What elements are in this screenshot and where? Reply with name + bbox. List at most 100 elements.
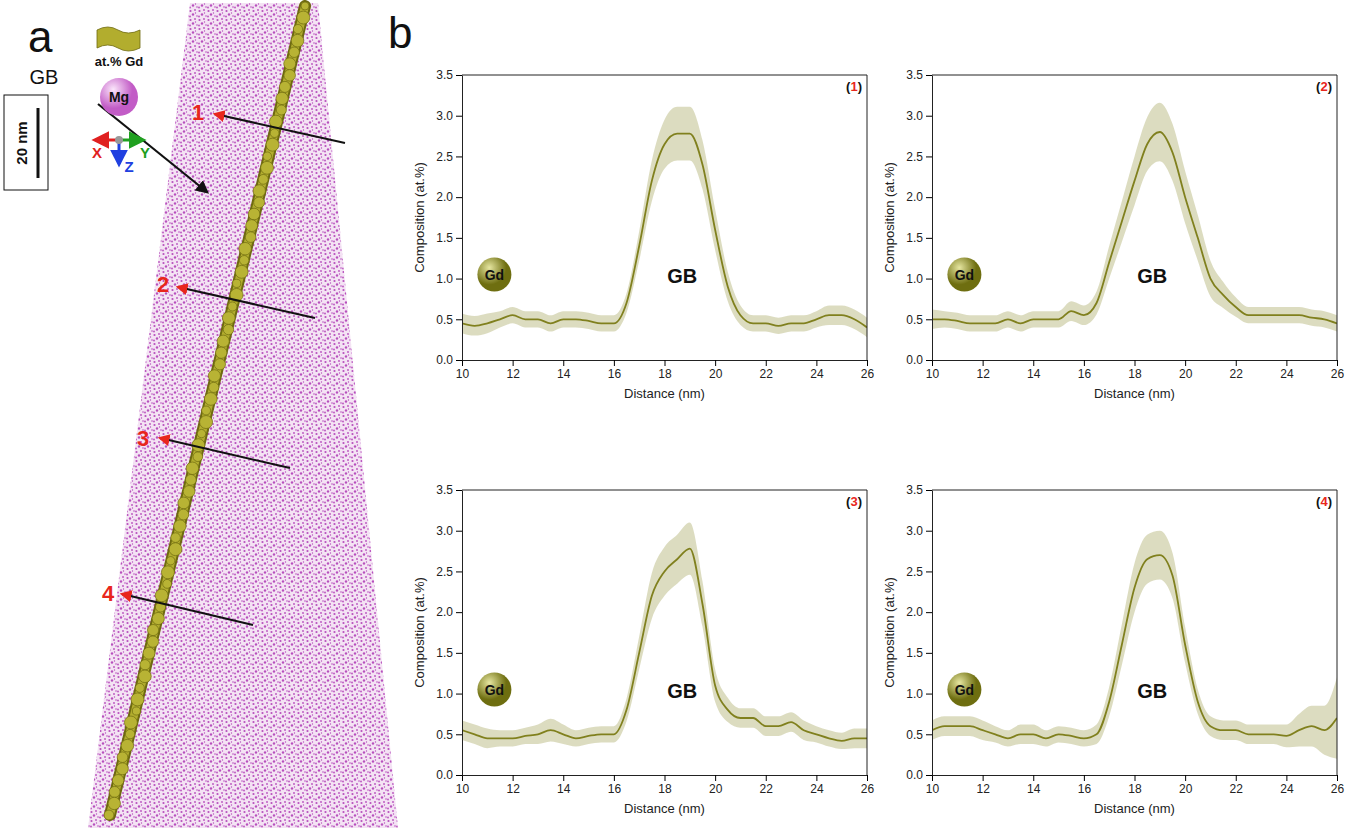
tick-mark	[456, 612, 462, 613]
tick-mark	[1135, 775, 1136, 781]
figure: 1234GBaat.% GdMgXYZ20 nmbGd1012141618202…	[0, 0, 1353, 833]
marker-arrow	[122, 594, 253, 625]
chart-panel: Gd1012141618202224260.00.51.01.52.02.53.…	[882, 483, 1344, 816]
tick-label: 3.0	[906, 524, 923, 538]
y-axis-title: Composition (at.%)	[882, 577, 897, 688]
y-tick: 3.5	[436, 483, 462, 497]
x-axis: 101214161820222426	[926, 775, 1345, 796]
tick-mark	[926, 694, 932, 695]
y-axis-title: Composition (at.%)	[882, 162, 897, 273]
tick-mark	[867, 775, 868, 781]
y-tick: 1.5	[436, 231, 462, 245]
gb-bump	[276, 105, 286, 115]
tick-mark	[1033, 360, 1034, 366]
tick-mark	[1286, 775, 1287, 781]
gb-bump	[147, 636, 158, 647]
tick-label: 22	[1230, 782, 1244, 796]
y-tick: 0.0	[436, 768, 462, 782]
tick-label: 3.0	[436, 109, 453, 123]
error-band	[932, 103, 1337, 332]
x-tick: 12	[976, 775, 990, 796]
gb-bump	[258, 174, 268, 184]
y-tick: 1.0	[436, 272, 462, 286]
tick-mark	[456, 75, 462, 76]
chart-panel: Gd1012141618202224260.00.51.01.52.02.53.…	[882, 68, 1344, 401]
tick-mark	[456, 116, 462, 117]
mg-atom	[100, 78, 138, 116]
scale-label: 20 nm	[13, 121, 30, 164]
tick-label: 0.0	[436, 768, 453, 782]
tick-mark	[563, 775, 564, 781]
tick-label: 10	[456, 367, 470, 381]
legend-label: Gd	[485, 267, 504, 283]
x-tick: 20	[709, 775, 723, 796]
tick-label: 16	[608, 367, 622, 381]
plot-marks	[932, 103, 1337, 332]
x-axis-title: Distance (nm)	[624, 801, 705, 816]
gb-bump	[289, 47, 299, 57]
x-tick: 14	[557, 775, 571, 796]
tick-label: 12	[506, 782, 520, 796]
x-axis-title: Distance (nm)	[1094, 801, 1175, 816]
tick-mark	[867, 360, 868, 366]
x-tick: 20	[709, 360, 723, 381]
y-tick: 2.0	[906, 605, 932, 619]
gb-bump	[193, 452, 203, 462]
tick-mark	[456, 279, 462, 280]
tick-mark	[456, 360, 462, 361]
tick-label: 1.0	[906, 272, 923, 286]
gb-bump	[139, 670, 152, 683]
gb-bump	[197, 429, 205, 437]
tick-label: 1.0	[436, 272, 453, 286]
gb-bump	[291, 34, 304, 47]
tip-volume	[88, 3, 398, 828]
y-tick: 2.5	[906, 150, 932, 164]
tick-mark	[816, 360, 817, 366]
gb-bump	[143, 647, 155, 659]
x-tick: 16	[1078, 775, 1092, 796]
x-axis-title: Distance (nm)	[624, 386, 705, 401]
panel-title: (1)	[846, 79, 862, 94]
plot-marks	[462, 107, 867, 337]
gb-bump	[135, 683, 144, 692]
gb-bump	[228, 302, 237, 311]
tick-mark	[766, 360, 767, 366]
tick-mark	[1236, 360, 1237, 366]
x-tick: 14	[557, 360, 571, 381]
tick-mark	[456, 571, 462, 572]
tick-label: 16	[1078, 782, 1092, 796]
tick-mark	[1135, 360, 1136, 366]
gb-bump	[131, 693, 144, 706]
scale-box	[4, 95, 48, 190]
gb-bump	[216, 347, 227, 358]
tick-mark	[926, 75, 932, 76]
tick-mark	[926, 490, 932, 491]
y-tick: 0.0	[906, 768, 932, 782]
tick-mark	[563, 360, 564, 366]
tick-mark	[456, 775, 462, 776]
annotation: GB	[1137, 680, 1167, 702]
legend-ball	[947, 258, 981, 292]
tick-mark	[983, 775, 984, 781]
gb-bump	[301, 2, 309, 10]
panel-title: (3)	[846, 494, 862, 509]
frame-top	[932, 75, 1337, 76]
tick-label: 18	[1128, 782, 1142, 796]
tick-mark	[816, 775, 817, 781]
axis-line	[462, 491, 463, 776]
tick-label: 0.0	[906, 353, 923, 367]
triad-label: Y	[140, 144, 150, 161]
tick-label: 10	[926, 367, 940, 381]
y-tick: 2.5	[906, 565, 932, 579]
tick-mark	[926, 116, 932, 117]
error-band	[462, 523, 867, 749]
y-axis-title: Composition (at.%)	[412, 162, 427, 273]
tick-label: 0.5	[436, 313, 453, 327]
y-axis: 0.00.51.01.52.02.53.03.5	[906, 68, 932, 367]
x-tick: 22	[1230, 775, 1244, 796]
scale-bar	[37, 108, 40, 178]
tick-mark	[1185, 775, 1186, 781]
error-band	[462, 107, 867, 337]
annotation: GB	[667, 680, 697, 702]
gb-bump	[239, 256, 248, 265]
